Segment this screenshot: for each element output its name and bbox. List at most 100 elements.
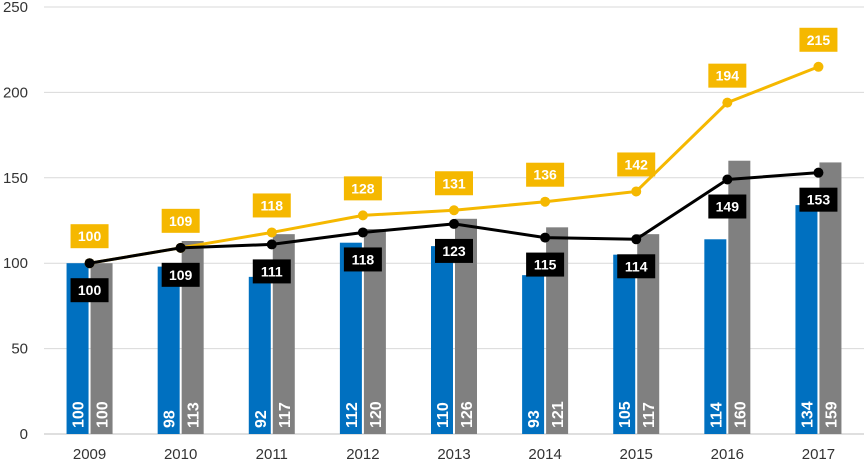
- data-label-box: [161, 208, 200, 233]
- line-data-label: 118: [352, 251, 375, 267]
- bar-data-label: 126: [459, 401, 476, 428]
- data-label-box: [70, 278, 109, 303]
- line-data-label: 109: [169, 267, 193, 283]
- line-point: [266, 239, 277, 250]
- bar-data-label: 160: [732, 401, 749, 428]
- bar-data-label: 113: [186, 402, 203, 428]
- line-point: [175, 242, 186, 253]
- data-label-box: [708, 63, 747, 88]
- data-label-box: [70, 224, 109, 249]
- bar-data-label: 112: [344, 402, 361, 428]
- line-data-label: 114: [625, 258, 648, 274]
- x-tick-label: 2013: [437, 446, 470, 463]
- line-point: [540, 196, 551, 207]
- bar-data-label: 117: [641, 402, 658, 428]
- line-data-label: 149: [716, 199, 740, 215]
- line-point: [357, 227, 368, 238]
- bar-data-label: 98: [162, 410, 179, 428]
- bar: [613, 254, 636, 434]
- line-point: [84, 258, 95, 269]
- bar: [728, 160, 751, 434]
- bar-data-label: 100: [71, 401, 88, 428]
- bar-layer: [66, 160, 842, 435]
- label-layer: 100 98 92 112 110 93 105 114 134 100 113 117 120 126 1…: [70, 27, 840, 428]
- line-data-label: 109: [169, 213, 193, 229]
- bar-data-label: 92: [253, 410, 270, 428]
- line-data-label: 215: [807, 32, 831, 48]
- x-tick-label: 2009: [73, 446, 106, 463]
- bar: [157, 266, 180, 434]
- bar: [90, 263, 113, 434]
- x-tick-label: 2014: [528, 446, 561, 463]
- line-point: [540, 232, 551, 243]
- data-label-box: [799, 27, 838, 52]
- line-layer: [84, 61, 824, 269]
- line-data-label: 118: [260, 197, 283, 213]
- bar: [795, 205, 818, 434]
- line-data-label: 142: [625, 156, 649, 172]
- data-label-box: [435, 238, 473, 263]
- bar-data-label: 105: [617, 401, 634, 428]
- bar-data-label: 117: [277, 402, 294, 428]
- x-tick-label: 2011: [256, 446, 288, 463]
- y-tick-label: 50: [11, 341, 28, 358]
- x-tick-label: 2010: [164, 446, 197, 463]
- data-label-box: [526, 162, 565, 187]
- line-point: [631, 234, 642, 245]
- bar-data-label: 93: [526, 410, 543, 428]
- bar-data-label: 159: [823, 401, 840, 428]
- bar-data-label: 134: [799, 401, 816, 428]
- data-label-box: [161, 262, 200, 287]
- line-point: [722, 97, 733, 108]
- line-data-label: 123: [442, 243, 466, 259]
- data-label-box: [343, 247, 382, 272]
- line-point: [813, 61, 824, 72]
- line-point: [631, 186, 642, 197]
- bar: [455, 218, 477, 434]
- line-data-label: 136: [533, 167, 557, 183]
- line-point: [813, 167, 824, 178]
- line-point: [449, 205, 459, 216]
- bar: [339, 242, 362, 434]
- line-point: [722, 174, 733, 185]
- bar: [431, 246, 453, 434]
- bar-data-label: 121: [550, 401, 567, 428]
- data-label-box: [617, 254, 656, 279]
- bar-data-label: 120: [368, 401, 385, 428]
- data-label-box: [435, 171, 473, 196]
- y-tick-label: 150: [3, 170, 28, 187]
- line-data-label: 131: [442, 175, 466, 191]
- x-tick-label: 2017: [802, 446, 835, 463]
- line-data-label: 100: [78, 228, 102, 244]
- data-label-box: [252, 193, 291, 218]
- line-data-label: 115: [534, 257, 557, 273]
- x-tick-label: 2012: [346, 446, 379, 463]
- data-label-box: [617, 152, 656, 177]
- bar: [704, 239, 727, 434]
- bar: [522, 275, 545, 434]
- data-label-box: [799, 187, 838, 212]
- line-point: [449, 218, 459, 229]
- line-data-label: 194: [716, 68, 740, 84]
- bar: [66, 263, 89, 434]
- bar-data-label: 110: [435, 402, 452, 428]
- line-data-label: 111: [261, 263, 283, 279]
- y-tick-label: 250: [3, 0, 28, 16]
- y-tick-label: 200: [3, 84, 28, 101]
- line-data-label: 128: [351, 180, 375, 196]
- line-point: [357, 210, 368, 221]
- bar: [272, 234, 295, 434]
- data-label-box: [708, 194, 747, 219]
- line-point: [266, 227, 277, 238]
- axis-layer: 0 50 100 150 200 250 2009 2010 2011 2012 2013 2014 2…: [3, 0, 864, 463]
- bar: [363, 229, 386, 434]
- series-line: [89, 65, 819, 265]
- bar-data-label: 100: [95, 401, 112, 428]
- bar: [546, 227, 569, 434]
- bar: [637, 234, 660, 434]
- x-tick-label: 2015: [620, 446, 653, 463]
- line-data-label: 100: [78, 282, 102, 298]
- data-label-box: [343, 176, 382, 201]
- x-tick-label: 2016: [711, 446, 744, 463]
